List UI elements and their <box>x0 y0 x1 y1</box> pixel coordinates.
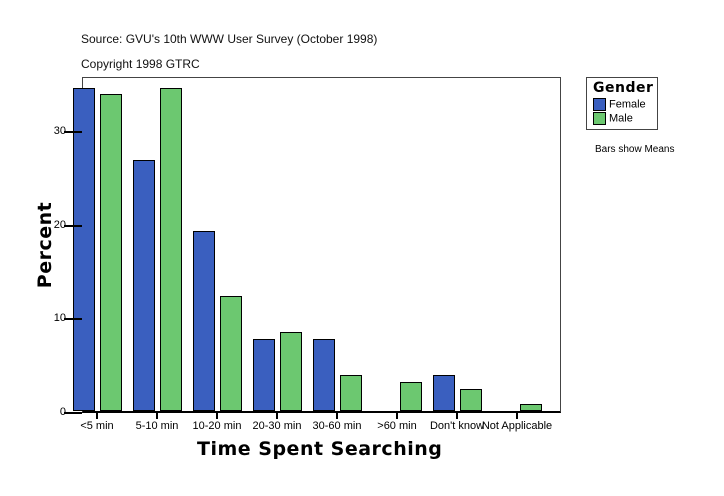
x-tick <box>216 413 218 419</box>
x-tick <box>396 413 398 419</box>
legend-item-male: Male <box>593 112 633 125</box>
plot-area <box>73 77 561 413</box>
female-swatch-icon <box>593 98 606 111</box>
bar-male <box>280 332 302 411</box>
x-tick-label: <5 min <box>80 420 114 432</box>
y-tick <box>64 224 82 227</box>
x-tick-label: Don't know <box>429 420 485 432</box>
x-tick-label: 30-60 min <box>312 420 362 432</box>
legend-title: Gender <box>593 80 654 96</box>
x-tick <box>96 413 98 419</box>
bar-female <box>433 375 455 411</box>
bar-male <box>220 296 242 411</box>
y-tick <box>64 318 82 321</box>
copyright-text: Copyright 1998 GTRC <box>81 57 200 71</box>
bar-female <box>133 160 155 411</box>
y-tick <box>64 130 82 133</box>
bars-note: Bars show Means <box>595 144 675 155</box>
y-axis-title: Percent <box>34 201 56 289</box>
x-tick-label: 5-10 min <box>135 420 179 432</box>
bar-male <box>100 94 122 411</box>
y-tick-label: 0 <box>59 406 66 418</box>
x-tick <box>336 413 338 419</box>
bar-female <box>253 339 275 411</box>
bar-male <box>520 404 542 411</box>
y-tick-label: 20 <box>53 218 66 231</box>
y-tick-label: 10 <box>53 312 66 325</box>
x-tick <box>276 413 278 419</box>
legend-label-female: Female <box>609 98 646 111</box>
bar-female <box>313 339 335 411</box>
legend-label-male: Male <box>609 112 633 125</box>
bar-male <box>400 382 422 411</box>
x-tick-label: 20-30 min <box>252 420 302 432</box>
bar-male <box>340 375 362 411</box>
bar-female <box>73 88 95 411</box>
y-tick <box>64 412 82 414</box>
male-swatch-icon <box>593 112 606 125</box>
bar-male <box>160 88 182 411</box>
x-tick <box>516 413 518 419</box>
x-tick-label: 10-20 min <box>192 420 242 432</box>
y-tick-label: 30 <box>53 124 66 137</box>
x-tick-label: >60 min <box>377 420 417 432</box>
bar-male <box>460 389 482 411</box>
bar-female <box>193 231 215 411</box>
x-tick <box>156 413 158 419</box>
source-text: Source: GVU's 10th WWW User Survey (Octo… <box>81 32 378 46</box>
x-axis-title: Time Spent Searching <box>197 438 443 460</box>
x-tick <box>456 413 458 419</box>
legend-item-female: Female <box>593 98 646 111</box>
x-tick-label: Not Applicable <box>481 420 553 432</box>
legend: Gender Female Male <box>586 77 658 130</box>
